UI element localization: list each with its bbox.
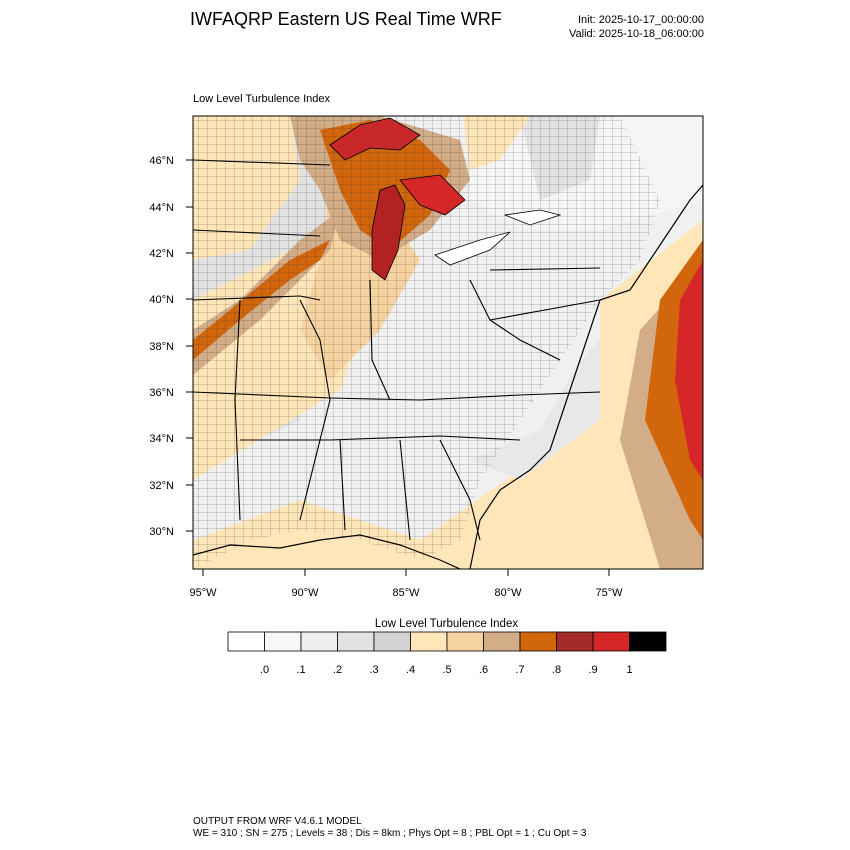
colorbar-swatch — [592, 631, 630, 652]
colorbar-swatch — [629, 631, 667, 652]
lake-michigan — [371, 184, 406, 281]
colorbar-tick-label: .9 — [588, 664, 597, 676]
lake-superior — [329, 117, 421, 161]
model-info: OUTPUT FROM WRF V4.6.1 MODEL WE = 310 ; … — [193, 816, 586, 840]
colorbar-tick-label: .1 — [296, 664, 305, 676]
colorbar-swatch — [410, 631, 448, 652]
ocean-max — [675, 260, 703, 480]
colorbar-tick-label: .3 — [369, 664, 378, 676]
lake-huron — [399, 174, 466, 216]
lat-label: 40°N — [149, 294, 174, 306]
lat-label: 44°N — [149, 202, 174, 214]
lon-axis: 95°W 90°W 85°W 80°W 75°W — [189, 569, 623, 599]
coastline — [469, 184, 703, 569]
colorbar-swatch — [483, 631, 521, 652]
map-title: IWFAQRP Eastern US Real Time WRF — [190, 9, 502, 29]
colorbar-tick-label: 1 — [626, 664, 632, 676]
lat-label: 32°N — [149, 480, 174, 492]
plot-label: Low Level Turbulence Index — [193, 93, 330, 105]
lon-label: 90°W — [291, 587, 319, 599]
state-boundaries — [193, 159, 601, 541]
colorbar-title: Low Level Turbulence Index — [374, 618, 519, 630]
lon-label: 95°W — [189, 587, 217, 599]
colorbar-tick-label: .2 — [333, 664, 342, 676]
colorbar-swatch — [556, 631, 594, 652]
colorbar-tick-label: .7 — [515, 664, 524, 676]
gulf-coastline — [193, 534, 461, 569]
county-boundaries — [193, 116, 660, 569]
lake-ontario — [503, 209, 562, 226]
lon-label: 75°W — [595, 587, 623, 599]
colorbar-tick-label: .4 — [406, 664, 415, 676]
map-frame — [192, 115, 704, 570]
valid-time: Valid: 2025-10-18_06:00:00 — [569, 28, 704, 40]
colorbar-swatch — [519, 631, 557, 652]
field-gray-coast — [470, 320, 620, 480]
colorbar-swatch — [337, 631, 375, 652]
colorbar-swatch — [446, 631, 484, 652]
lat-label: 34°N — [149, 433, 174, 445]
lat-label: 38°N — [149, 341, 174, 353]
lat-label: 36°N — [149, 387, 174, 399]
colorbar-swatch — [300, 631, 338, 652]
colorbar-swatch — [227, 631, 265, 652]
colorbar-tick-label: .8 — [552, 664, 561, 676]
lat-label: 42°N — [149, 248, 174, 260]
colorbar-swatch — [264, 631, 302, 652]
colorbar: .0 .1 .2 .3 .4 .5 .6 .7 .8 .9 1 — [227, 631, 667, 676]
lat-label: 46°N — [149, 155, 174, 167]
init-time: Init: 2025-10-17_00:00:00 — [578, 14, 704, 26]
lon-label: 85°W — [392, 587, 420, 599]
model-info-line2: WE = 310 ; SN = 275 ; Levels = 38 ; Dis … — [193, 828, 587, 839]
lake-erie — [434, 231, 511, 266]
colorbar-tick-label: .5 — [442, 664, 451, 676]
colorbar-tick-label: .6 — [479, 664, 488, 676]
colorbar-tick-label: .0 — [260, 664, 269, 676]
model-info-line1: OUTPUT FROM WRF V4.6.1 MODEL — [193, 816, 362, 827]
colorbar-swatch — [373, 631, 411, 652]
map-area — [193, 116, 703, 569]
time-info: Init: 2025-10-17_00:00:00 Valid: 2025-10… — [569, 13, 704, 41]
lat-axis: 46°N 44°N 42°N 40°N 38°N 36°N 34°N 32°N … — [149, 155, 193, 538]
lat-label: 30°N — [149, 526, 174, 538]
field-tan-se — [193, 420, 600, 569]
lon-label: 80°W — [494, 587, 522, 599]
